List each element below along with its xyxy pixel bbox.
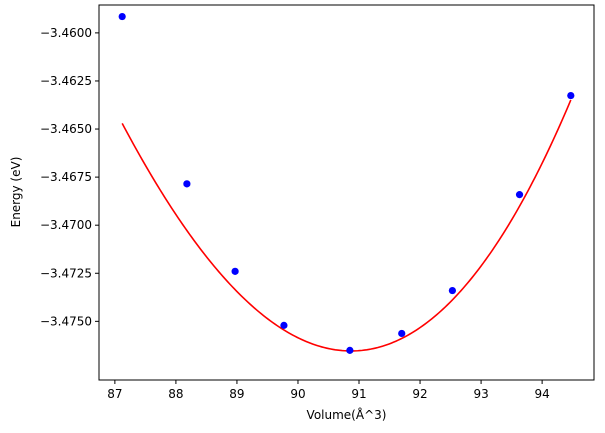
y-tick-label: −3.4725 [40, 266, 92, 280]
x-tick-label: 90 [290, 387, 305, 401]
y-tick-label: −3.4700 [40, 218, 92, 232]
data-points-layer [118, 12, 575, 354]
data-point [448, 286, 456, 295]
y-axis-label: Energy (eV) [9, 157, 23, 228]
y-tick-label: −3.4600 [40, 26, 92, 40]
y-tick-label: −3.4750 [40, 314, 92, 328]
y-tick-label: −3.4625 [40, 74, 92, 88]
data-point [231, 267, 239, 275]
data-point [346, 346, 354, 354]
x-tick-label: 92 [412, 387, 427, 401]
y-axis-ticks: −3.4600 −3.4625 −3.4650 −3.4675 −3.4700 −3.47… [40, 26, 99, 328]
plot-frame [98, 4, 595, 381]
x-tick-label: 88 [168, 387, 183, 401]
x-axis-ticks: 87 88 89 90 91 92 93 94 [107, 380, 550, 401]
x-tick-label: 89 [229, 387, 244, 401]
x-axis-label: Volume(Å^3) [307, 407, 387, 422]
data-point [567, 91, 575, 100]
y-tick-label: −3.4650 [40, 122, 92, 136]
data-point [118, 12, 126, 21]
x-tick-label: 93 [473, 387, 488, 401]
data-point [280, 321, 288, 329]
data-point [515, 191, 524, 199]
x-tick-label: 87 [107, 387, 122, 401]
y-tick-label: −3.4675 [40, 170, 92, 184]
data-point [398, 329, 406, 338]
x-tick-label: 91 [351, 387, 366, 401]
data-point [183, 180, 191, 188]
x-tick-label: 94 [534, 387, 549, 401]
plot-area-background [99, 5, 594, 380]
